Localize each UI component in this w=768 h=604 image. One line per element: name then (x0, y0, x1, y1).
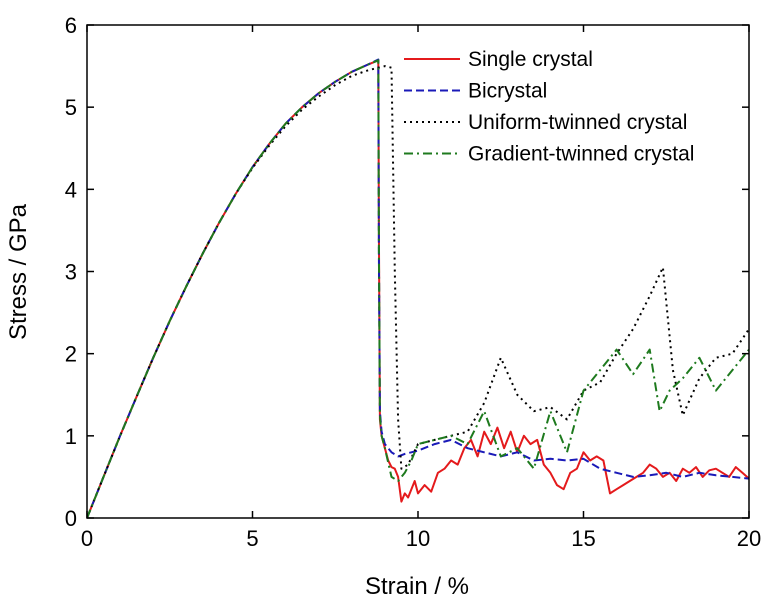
series-line-gradient-twinned-crystal (87, 59, 749, 518)
y-tick-label: 4 (65, 177, 77, 202)
legend-label: Uniform-twinned crystal (468, 111, 687, 134)
x-axis-title: Strain / % (365, 573, 469, 600)
x-tick-label: 0 (81, 526, 93, 551)
y-tick-label: 0 (65, 506, 77, 531)
legend-label: Single crystal (468, 48, 593, 71)
y-tick-label: 6 (65, 13, 77, 38)
plot-area (87, 58, 749, 518)
legend-label: Gradient-twinned crystal (468, 143, 694, 166)
x-tick-label: 20 (737, 526, 761, 551)
legend-label: Bicrystal (468, 80, 547, 103)
y-axis-title: Stress / GPa (5, 203, 32, 340)
x-tick-label: 10 (406, 526, 430, 551)
y-tick-label: 1 (65, 424, 77, 449)
x-tick-label: 5 (246, 526, 258, 551)
y-tick-label: 2 (65, 342, 77, 367)
axes: 0 5 10 15 20 0 1 2 3 4 5 6 (65, 13, 761, 551)
y-tick-label: 5 (65, 95, 77, 120)
x-tick-label: 15 (571, 526, 595, 551)
y-tick-label: 3 (65, 260, 77, 285)
legend: Single crystal Bicrystal Uniform-twinned c… (404, 48, 694, 166)
